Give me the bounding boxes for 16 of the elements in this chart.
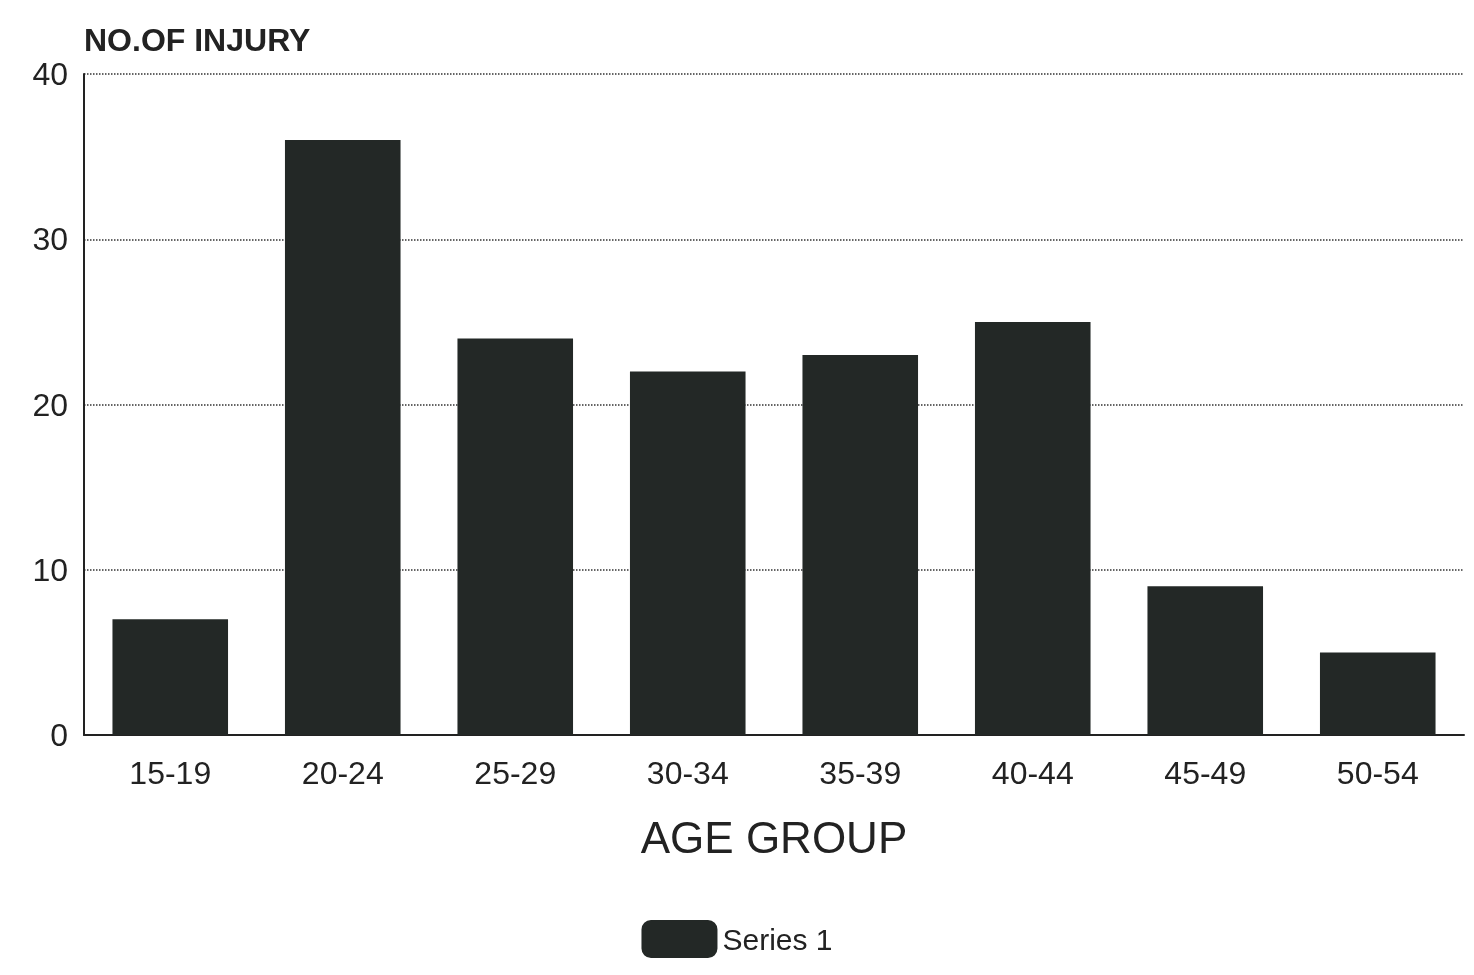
y-tick-label: 40	[32, 56, 68, 92]
x-tick-label: 25-29	[474, 755, 557, 791]
legend-label: Series 1	[722, 922, 833, 956]
x-axis-title: AGE GROUP	[640, 812, 908, 862]
x-tick-label: 45-49	[1164, 755, 1247, 791]
x-tick-label: 15-19	[129, 755, 212, 791]
x-tick-label: 50-54	[1336, 755, 1419, 791]
x-tick-label: 40-44	[991, 755, 1074, 791]
x-tick-label: 30-34	[646, 755, 729, 791]
y-tick-label: 30	[32, 221, 68, 258]
y-tick-label: 20	[32, 386, 68, 423]
y-tick-label: 10	[32, 551, 68, 588]
y-tick-label: 0	[50, 717, 68, 753]
x-tick-label: 20-24	[301, 755, 384, 791]
x-tick-label: 35-39	[819, 755, 902, 791]
y-axis-title: NO.OF INJURY	[84, 22, 311, 58]
